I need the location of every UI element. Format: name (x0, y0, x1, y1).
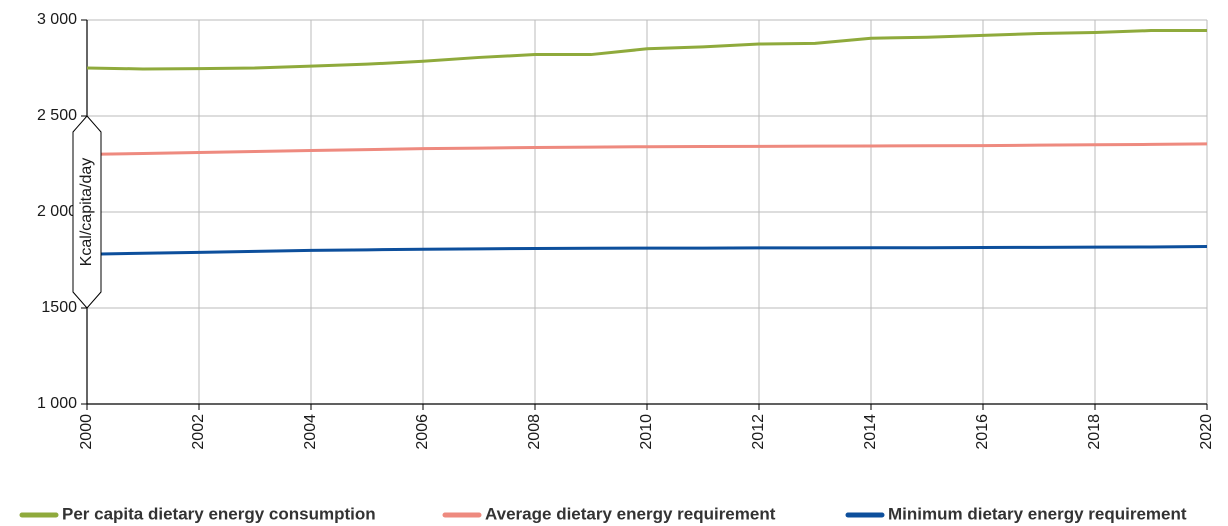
legend-label: Average dietary energy requirement (485, 504, 776, 523)
series-line (86, 245, 1208, 256)
x-tick-label: 2018 (1086, 414, 1103, 450)
x-tick-label: 2004 (302, 414, 319, 450)
series-line (86, 142, 1208, 156)
x-tick-label: 2000 (78, 414, 95, 450)
series-line (86, 29, 1207, 71)
x-tick-label: 2002 (190, 414, 207, 450)
y-label-box (72, 115, 102, 309)
x-tick-label: 2006 (414, 414, 431, 450)
x-tick-label: 2010 (638, 414, 655, 450)
y-axis-label: Kcal/capita/day (78, 158, 95, 267)
y-tick-label: 2 000 (37, 203, 77, 220)
x-tick-label: 2012 (750, 414, 767, 450)
x-tick-label: 2020 (1198, 414, 1215, 450)
y-tick-label: 2 500 (37, 107, 77, 124)
y-tick-label: 1500 (41, 299, 77, 316)
x-tick-label: 2014 (862, 414, 879, 450)
y-tick-label: 3 000 (37, 11, 77, 28)
y-tick-label: 1 000 (37, 395, 77, 412)
x-tick-label: 2016 (974, 414, 991, 450)
legend-label: Per capita dietary energy consumption (62, 504, 376, 523)
x-tick-label: 2008 (526, 414, 543, 450)
legend-label: Minimum dietary energy requirement (888, 504, 1187, 523)
